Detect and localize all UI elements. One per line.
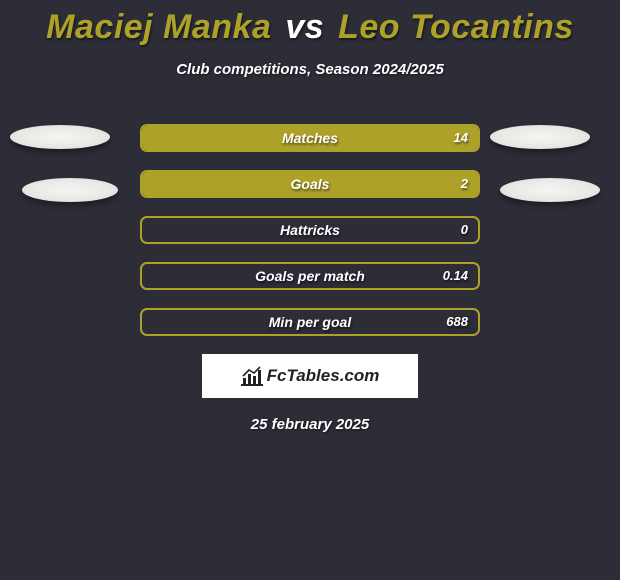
player2-name: Leo Tocantins <box>338 8 574 46</box>
stat-value: 688 <box>446 310 468 334</box>
logo-text: FcTables.com <box>267 366 380 386</box>
page-title: Maciej Manka vs Leo Tocantins <box>0 0 620 47</box>
date-text: 25 february 2025 <box>0 416 620 433</box>
stat-row: Goals2 <box>140 170 480 198</box>
subtitle: Club competitions, Season 2024/2025 <box>0 61 620 78</box>
player1-name: Maciej Manka <box>46 8 271 46</box>
chart-icon <box>241 366 263 386</box>
stat-label: Goals per match <box>142 264 478 288</box>
stat-label: Goals <box>142 172 478 196</box>
shadow-oval-left-mid <box>22 178 118 202</box>
fctables-logo[interactable]: FcTables.com <box>202 354 418 398</box>
shadow-oval-left-top <box>10 125 110 149</box>
vs-text: vs <box>285 8 324 46</box>
stat-label: Hattricks <box>142 218 478 242</box>
stats-container: Matches14 Goals2 Hattricks0 Goals per match… <box>0 124 620 336</box>
stat-value: 0.14 <box>443 264 468 288</box>
stat-value: 14 <box>454 126 468 150</box>
stat-value: 2 <box>461 172 468 196</box>
shadow-oval-right-top <box>490 125 590 149</box>
stat-label: Matches <box>142 126 478 150</box>
stat-value: 0 <box>461 218 468 242</box>
shadow-oval-right-mid <box>500 178 600 202</box>
stat-label: Min per goal <box>142 310 478 334</box>
stat-row: Matches14 <box>140 124 480 152</box>
stat-row: Hattricks0 <box>140 216 480 244</box>
stat-row: Goals per match0.14 <box>140 262 480 290</box>
stat-row: Min per goal688 <box>140 308 480 336</box>
logo-inner: FcTables.com <box>241 366 380 386</box>
